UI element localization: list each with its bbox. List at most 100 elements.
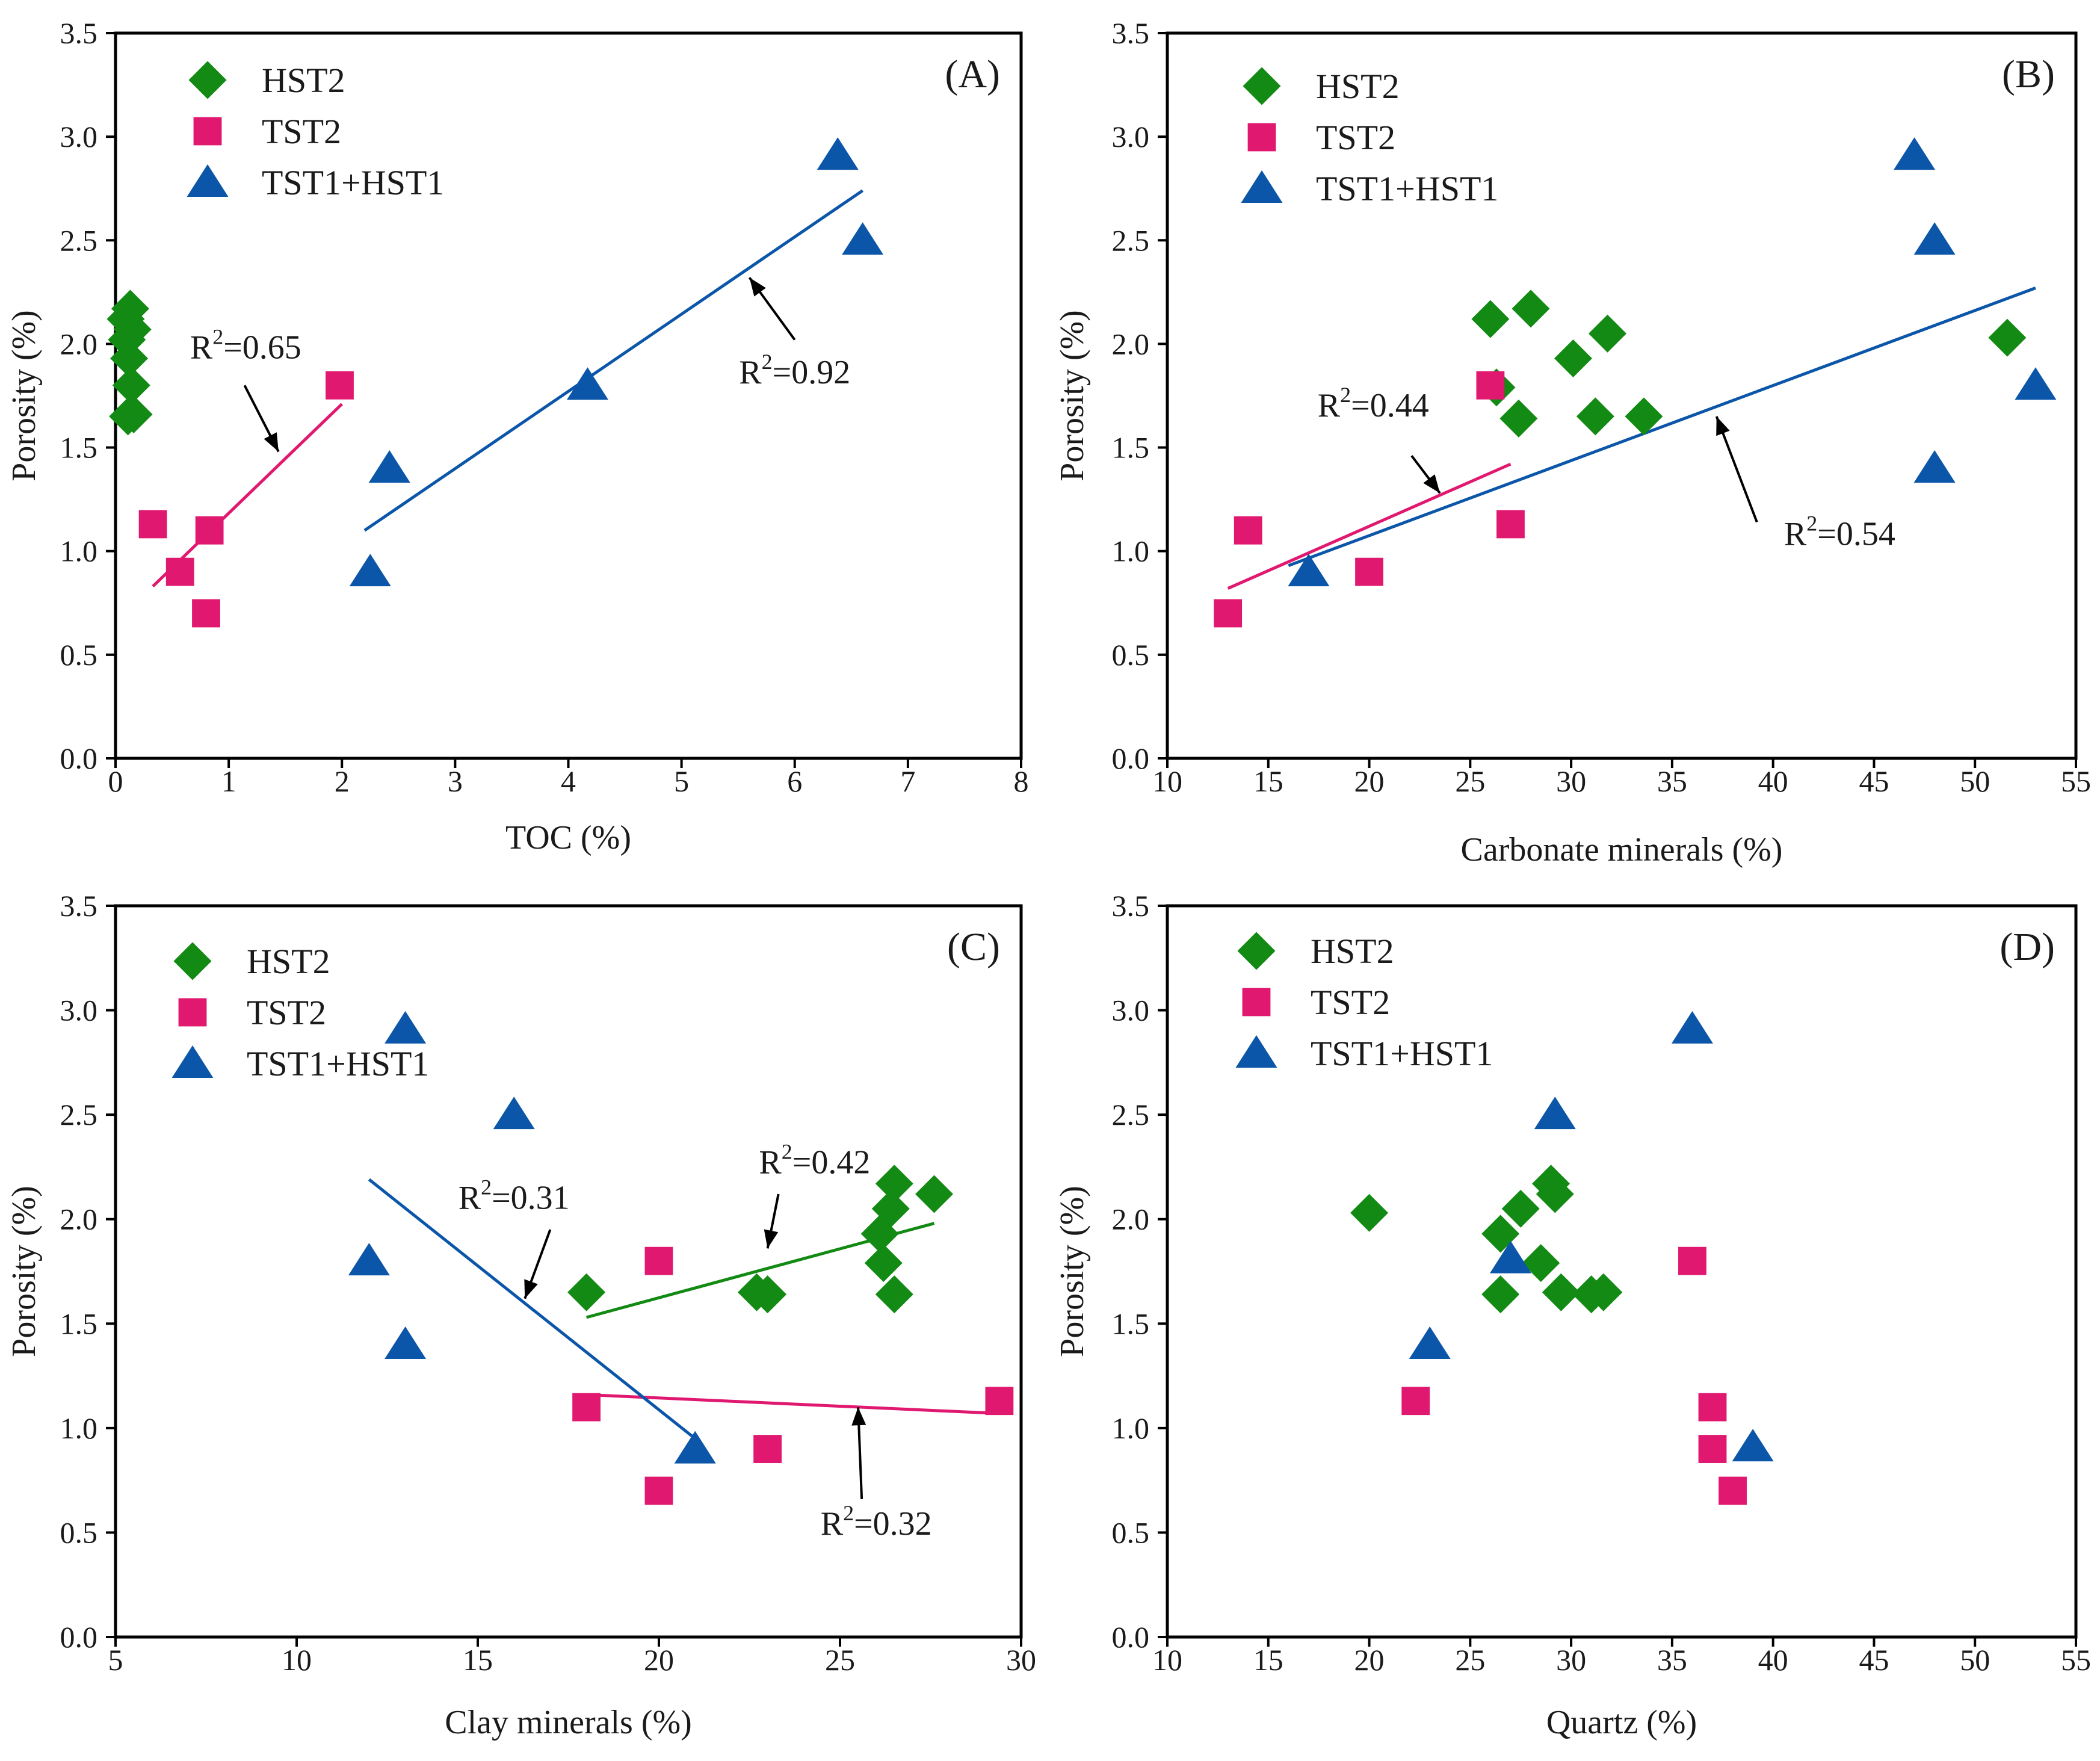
point-tst1-hst1 (2015, 367, 2057, 400)
y-tick-label: 3.0 (1112, 994, 1150, 1027)
point-hst2 (749, 1275, 787, 1314)
x-tick-label: 45 (1859, 764, 1889, 798)
point-hst2 (864, 1244, 903, 1283)
legend-marker-tst2 (1242, 988, 1271, 1017)
x-tick-label: 20 (644, 1643, 674, 1677)
x-axis-label: Carbonate minerals (%) (1461, 831, 1783, 868)
y-tick-label: 0.0 (1112, 741, 1150, 775)
legend-label-tst1-hst1: TST1+HST1 (247, 1044, 429, 1083)
point-tst2 (1719, 1476, 1747, 1505)
point-tst1-hst1 (1913, 450, 1956, 483)
fit-line-tst1-hst1 (368, 1178, 696, 1440)
panel-label: (D) (2000, 925, 2055, 969)
point-hst2 (1625, 397, 1663, 436)
legend: HST2 TST2 TST1+HST1 (1235, 932, 1493, 1073)
legend-marker-tst2 (1247, 123, 1276, 152)
point-tst1-hst1 (674, 1431, 716, 1464)
y-tick-label: 1.5 (60, 1307, 98, 1340)
legend: HST2 TST2 TST1+HST1 (187, 61, 444, 202)
point-tst2 (192, 599, 220, 628)
legend-marker-tst1-hst1 (171, 1045, 214, 1078)
point-tst2 (1698, 1435, 1727, 1463)
r-squared-label: R2=0.54 (1784, 511, 1895, 552)
legend-marker-tst1-hst1 (1235, 1035, 1277, 1068)
point-tst1-hst1 (349, 554, 391, 587)
legend-label-tst2: TST2 (1311, 983, 1390, 1022)
point-tst2 (326, 371, 354, 400)
legend-marker-tst1-hst1 (187, 164, 229, 197)
x-axis-label: Quartz (%) (1546, 1704, 1697, 1741)
x-tick-label: 10 (1152, 764, 1182, 798)
y-axis-label: Porosity (%) (5, 1186, 43, 1357)
point-hst2 (567, 1273, 606, 1311)
annotation-arrowhead (1716, 416, 1730, 436)
point-hst2 (1584, 1273, 1623, 1311)
point-tst2 (753, 1435, 782, 1463)
point-tst2 (644, 1476, 673, 1505)
y-axis-label: Porosity (%) (1054, 310, 1091, 481)
point-hst2 (1988, 318, 2027, 357)
point-hst2 (1471, 300, 1510, 338)
x-tick-label: 25 (825, 1643, 855, 1677)
plot-frame (1166, 904, 2078, 1639)
fit-line-tst2 (586, 1393, 999, 1416)
x-tick-label: 10 (1152, 1643, 1182, 1677)
x-tick-label: 40 (1758, 1643, 1788, 1677)
plot-frame (114, 904, 1023, 1639)
x-tick-label: 6 (787, 764, 802, 798)
y-tick-label: 2.0 (1112, 327, 1150, 361)
legend-marker-tst2 (178, 998, 207, 1027)
point-hst2 (110, 339, 149, 378)
y-tick-label: 0.5 (1112, 638, 1150, 672)
annotation-arrow (1715, 416, 1758, 523)
x-tick-label: 30 (1006, 1643, 1036, 1677)
y-tick-label: 1.5 (60, 431, 98, 465)
x-tick-label: 15 (1253, 764, 1283, 798)
point-hst2 (1481, 1275, 1520, 1314)
legend-label-tst2: TST2 (247, 993, 326, 1032)
fit-line-tst1-hst1 (1288, 286, 2036, 568)
point-tst1-hst1 (493, 1097, 535, 1130)
r-squared-label: R2=0.65 (190, 325, 301, 367)
x-tick-label: 55 (2061, 764, 2091, 798)
point-hst2 (1554, 339, 1592, 378)
y-tick-label: 2.5 (60, 223, 98, 257)
point-tst2 (1234, 516, 1262, 545)
point-hst2 (1522, 1244, 1560, 1283)
y-tick-label: 2.0 (1112, 1202, 1150, 1236)
point-hst2 (112, 366, 150, 404)
point-tst1-hst1 (842, 222, 884, 255)
y-tick-label: 1.0 (1112, 1411, 1150, 1445)
point-hst2 (915, 1175, 954, 1213)
point-tst1-hst1 (384, 1326, 427, 1359)
x-tick-label: 8 (1014, 764, 1029, 798)
legend-label-tst1-hst1: TST1+HST1 (262, 163, 444, 202)
x-tick-label: 45 (1859, 1643, 1889, 1677)
panel-c: 5 10 15 20 25 30 0.0 0.5 1.0 1.5 2.0 2.5 3.0 3.5 Clay … (5, 889, 1036, 1741)
x-tick-label: 40 (1758, 764, 1788, 798)
x-tick-label: 30 (1556, 764, 1586, 798)
r-squared-label: R2=0.44 (1318, 383, 1429, 424)
point-hst2 (1512, 289, 1550, 328)
y-tick-label: 2.5 (1112, 223, 1150, 257)
point-hst2 (1499, 399, 1538, 438)
annotation-arrowhead (524, 1279, 538, 1299)
fit-line-tst2 (152, 403, 343, 588)
point-hst2 (1350, 1193, 1389, 1232)
point-hst2 (114, 395, 153, 433)
y-tick-label: 0.5 (60, 1515, 98, 1549)
y-tick-label: 1.5 (1112, 1307, 1150, 1340)
panel-b: 10 15 20 25 30 35 40 45 50 55 0.0 0.5 1.0 1.5 2.0 2.5 3.… (1054, 16, 2091, 868)
y-tick-label: 0.0 (1112, 1620, 1150, 1654)
legend-label-tst1-hst1: TST1+HST1 (1316, 169, 1498, 208)
point-tst1-hst1 (1288, 554, 1330, 587)
point-tst1-hst1 (1489, 1240, 1531, 1274)
y-tick-label: 0.5 (1112, 1515, 1150, 1549)
legend-marker-tst1-hst1 (1241, 170, 1283, 203)
r-squared-label: R2=0.92 (739, 350, 850, 391)
x-tick-label: 5 (674, 764, 689, 798)
point-hst2 (860, 1215, 899, 1253)
x-tick-label: 20 (1354, 1643, 1385, 1677)
point-tst2 (165, 557, 194, 586)
